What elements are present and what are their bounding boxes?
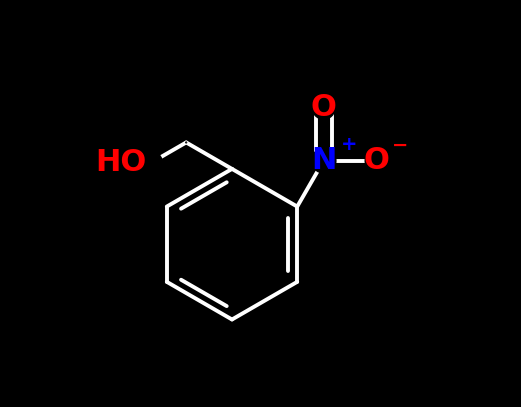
Circle shape: [140, 151, 163, 174]
Text: +: +: [341, 135, 357, 154]
Text: HO: HO: [96, 148, 147, 177]
Text: −: −: [392, 136, 408, 155]
Text: N: N: [311, 146, 337, 175]
Text: O: O: [364, 146, 390, 175]
Circle shape: [312, 149, 336, 173]
Circle shape: [312, 96, 335, 119]
Text: O: O: [311, 93, 337, 123]
Circle shape: [186, 142, 187, 143]
Circle shape: [365, 149, 388, 172]
